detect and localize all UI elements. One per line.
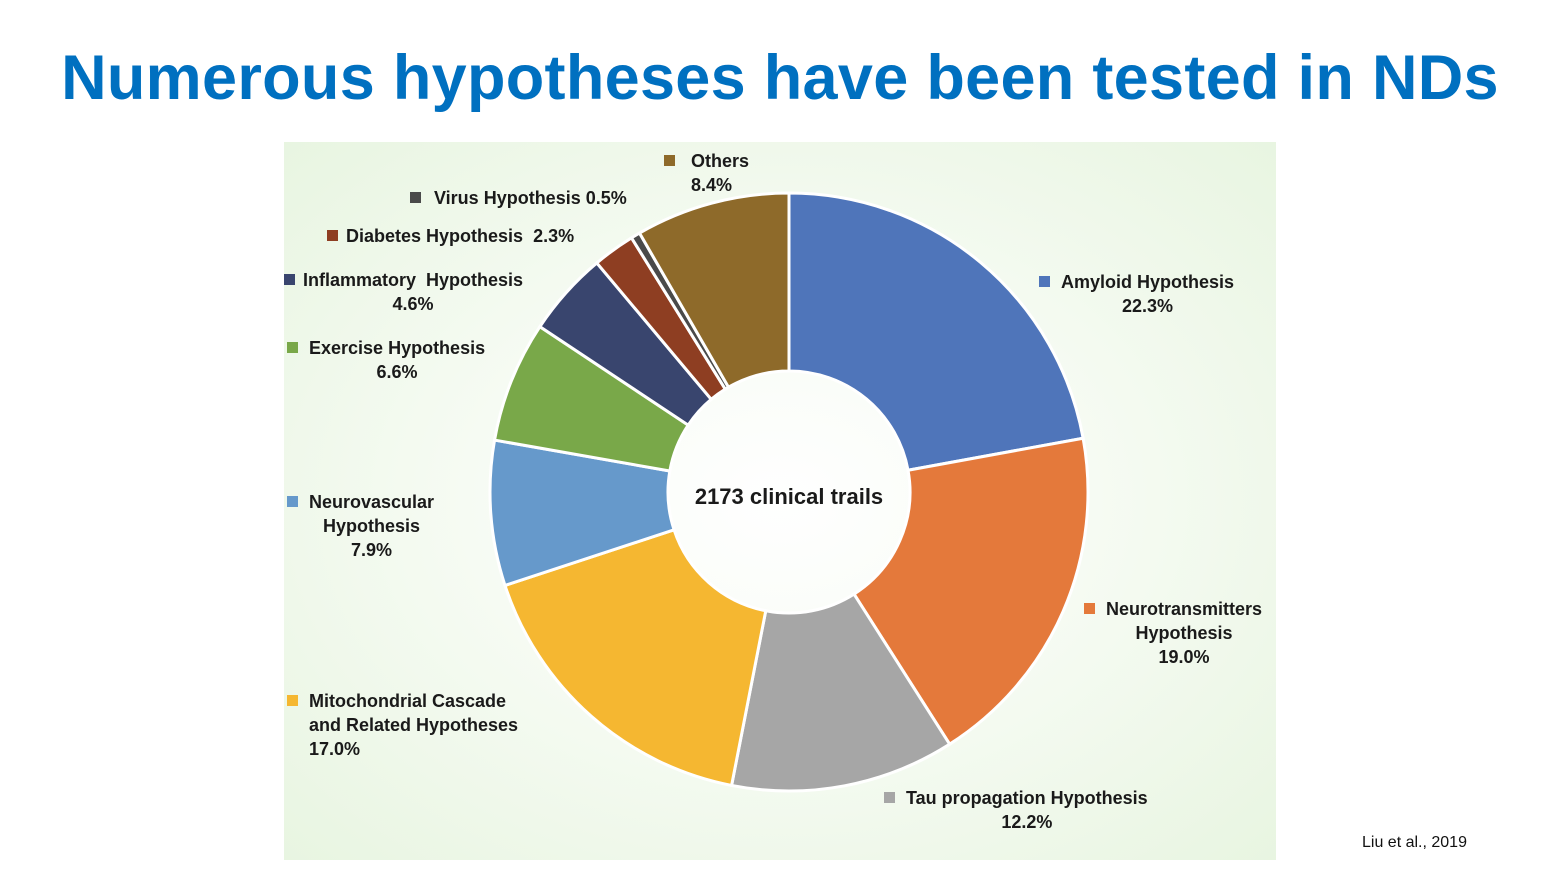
legend-swatch-virus [410, 192, 421, 203]
donut-chart [488, 191, 1090, 793]
donut-slice-2 [729, 591, 952, 793]
legend-swatch-tau [884, 792, 895, 803]
legend-label-neurovascular: Neurovascular Hypothesis 7.9% [287, 490, 434, 562]
legend-swatch-neurovascular [287, 496, 298, 507]
legend-swatch-inflammatory [284, 274, 295, 285]
citation: Liu et al., 2019 [1362, 834, 1467, 851]
legend-label-mitochondrial: Mitochondrial Cascade and Related Hypoth… [287, 689, 518, 761]
donut-slice-9 [637, 191, 791, 390]
legend-label-virus: Virus Hypothesis 0.5% [410, 186, 627, 210]
legend-label-tau: Tau propagation Hypothesis 12.2% [884, 786, 1148, 834]
legend-swatch-mitochondrial [287, 695, 298, 706]
donut-slice-0 [787, 191, 1085, 472]
legend-swatch-others [664, 155, 675, 166]
legend-label-others: Others 8.4% [664, 149, 749, 197]
legend-label-exercise: Exercise Hypothesis 6.6% [287, 336, 485, 384]
legend-label-diabetes: Diabetes Hypothesis 2.3% [327, 224, 574, 248]
legend-swatch-diabetes [327, 230, 338, 241]
legend-label-amyloid: Amyloid Hypothesis 22.3% [1039, 270, 1234, 318]
legend-label-inflammatory: Inflammatory Hypothesis 4.6% [284, 268, 523, 316]
legend-label-neurotransmitters: Neurotransmitters Hypothesis 19.0% [1084, 597, 1262, 669]
chart-panel: 2173 clinical trails Amyloid Hypothesis … [284, 142, 1276, 860]
legend-swatch-amyloid [1039, 276, 1050, 287]
donut-slice-3 [503, 527, 768, 788]
slide-title: Numerous hypotheses have been tested in … [61, 43, 1499, 113]
donut-center-label: 2173 clinical trails [694, 484, 884, 509]
donut-slice-1 [851, 436, 1090, 747]
legend-swatch-exercise [287, 342, 298, 353]
legend-swatch-neurotransmitters [1084, 603, 1095, 614]
